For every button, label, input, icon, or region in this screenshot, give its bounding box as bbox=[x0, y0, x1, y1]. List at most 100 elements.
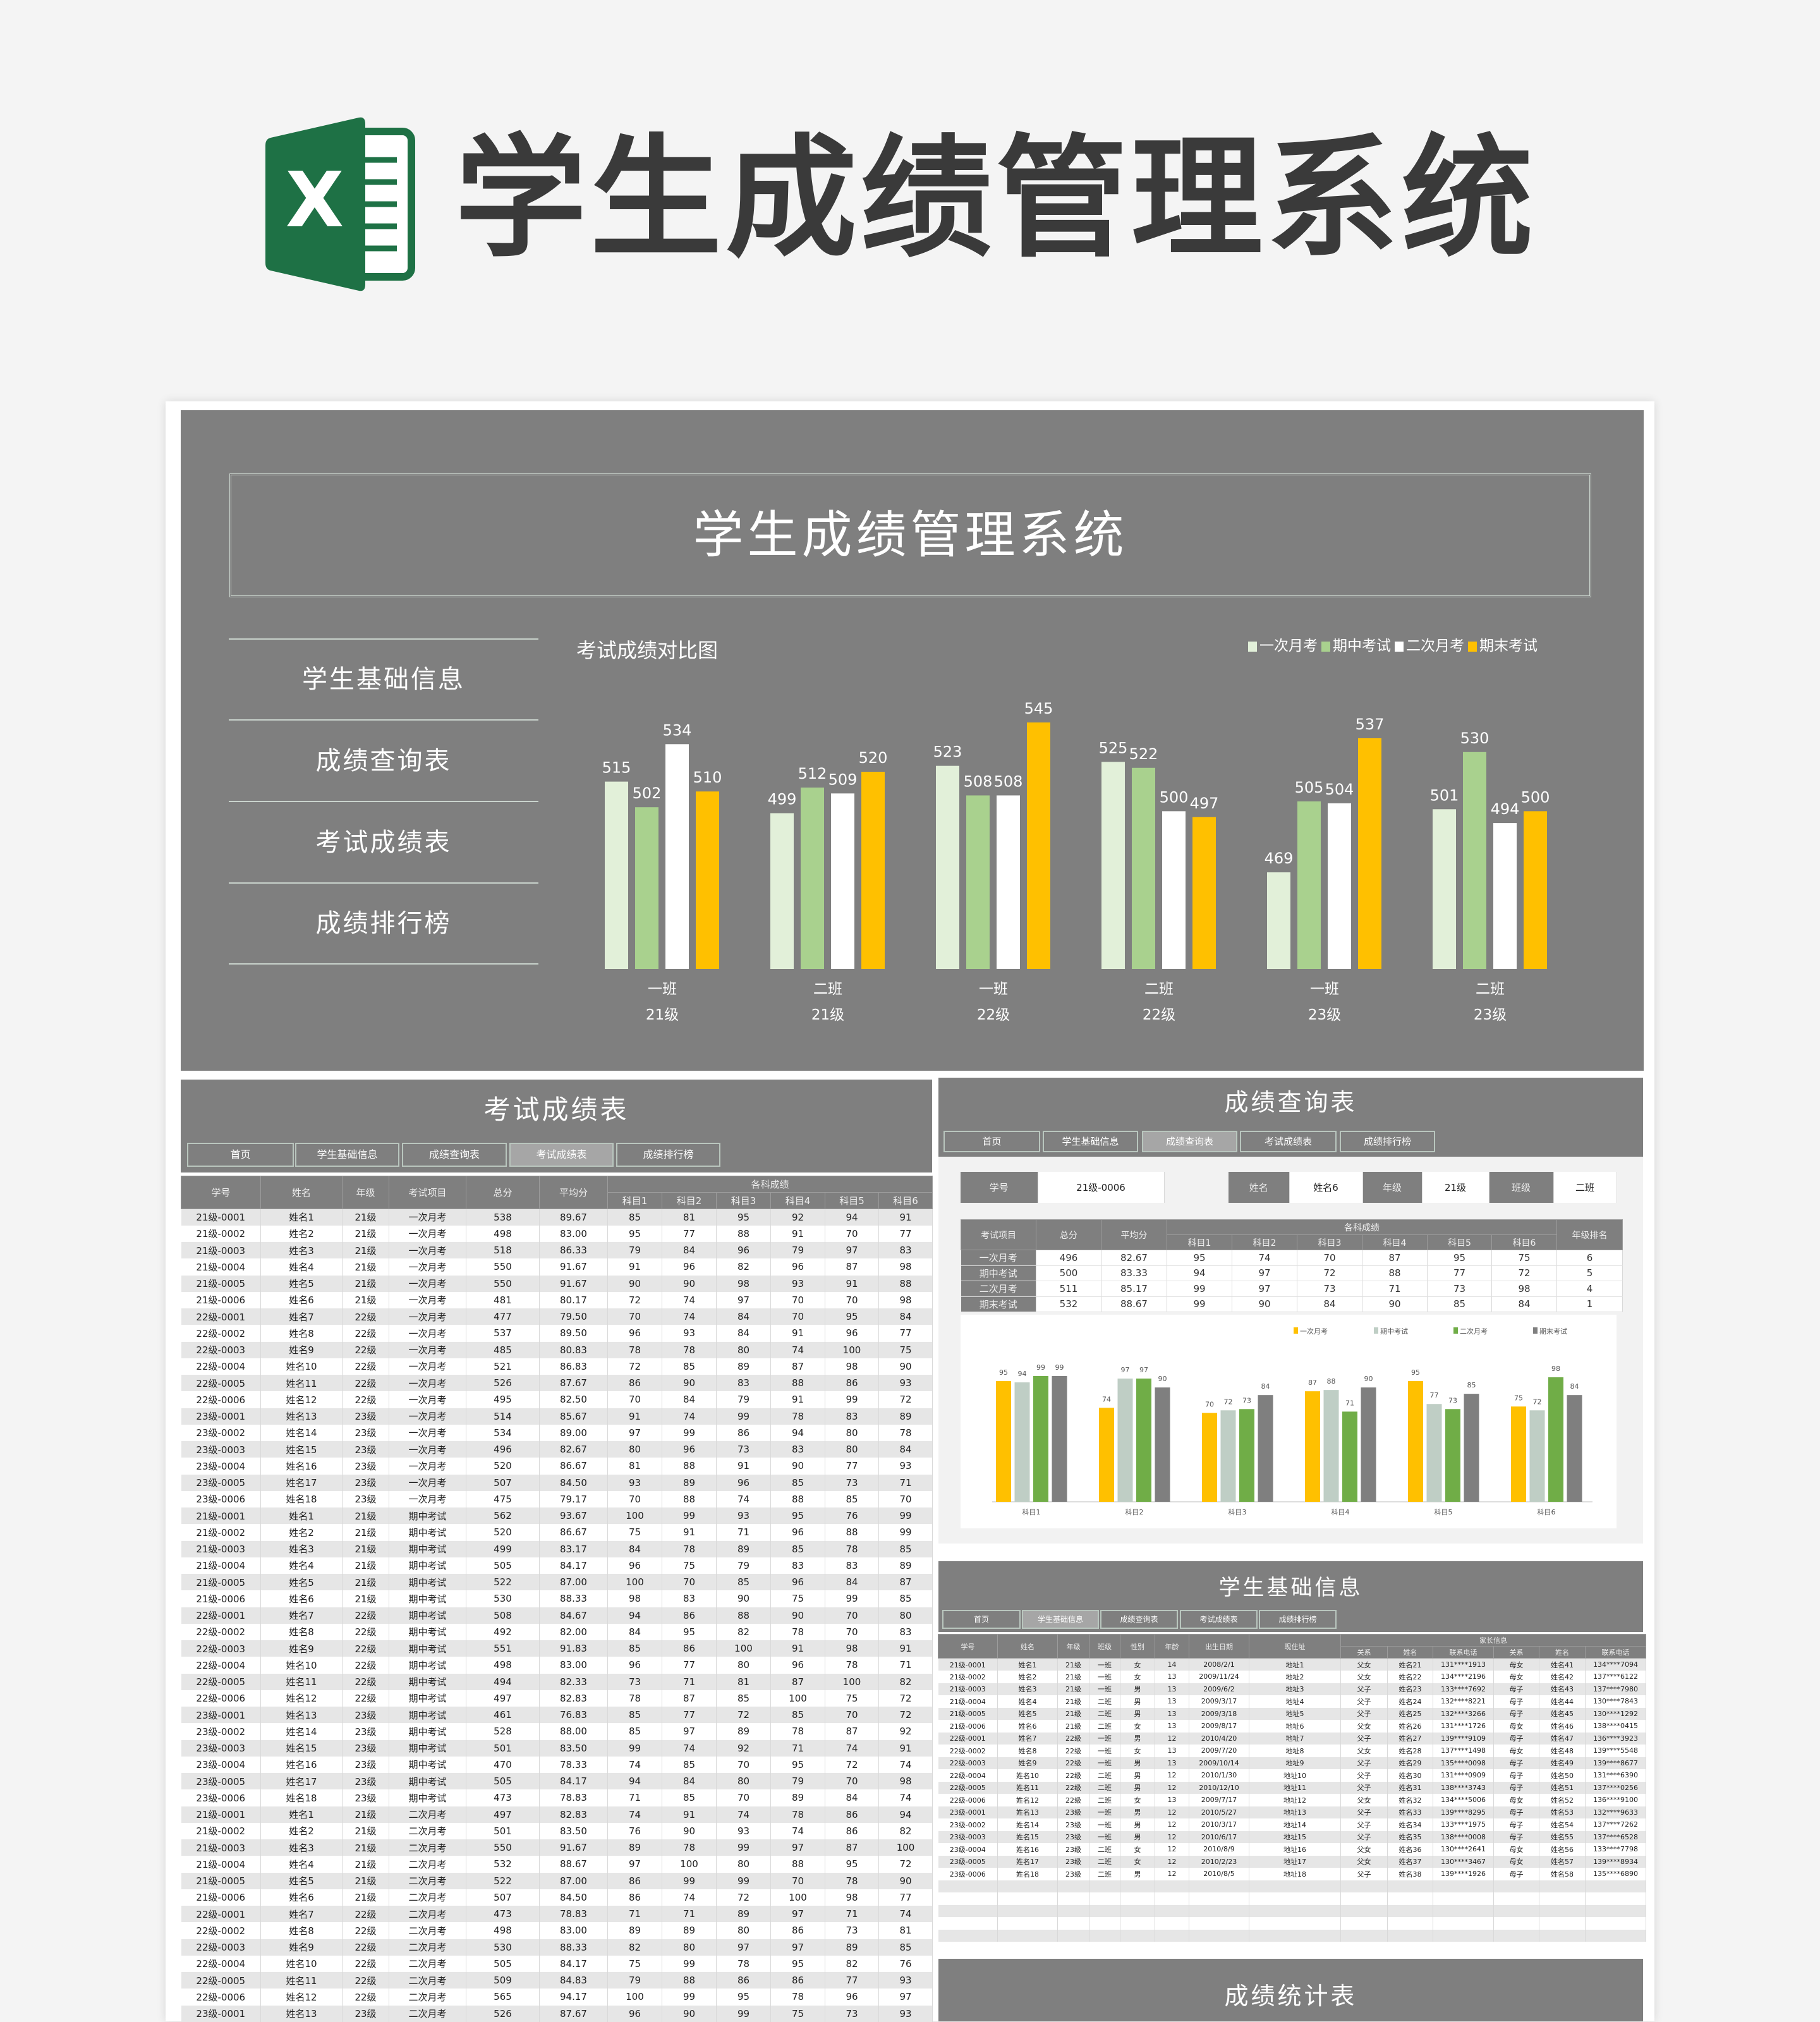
table-cell: 70 bbox=[878, 1490, 933, 1507]
nav-divider bbox=[229, 801, 538, 802]
nav-button-2[interactable]: 学生基础信息 bbox=[1022, 1610, 1099, 1629]
table-cell: 87 bbox=[662, 1690, 717, 1707]
table-cell: 姓名23 bbox=[1387, 1683, 1433, 1695]
nav-button-3[interactable]: 成绩查询表 bbox=[1142, 1131, 1237, 1152]
table-cell: 21级 bbox=[342, 1507, 389, 1525]
nav-button-4[interactable]: 考试成绩表 bbox=[1180, 1610, 1258, 1629]
table-cell: 85 bbox=[716, 1690, 771, 1707]
table-cell: 22级-0006 bbox=[181, 1391, 261, 1408]
data-label: 509 bbox=[828, 770, 858, 788]
table-cell: 72 bbox=[878, 1856, 933, 1873]
table-cell: 91 bbox=[825, 1275, 879, 1292]
empty-cell bbox=[997, 1904, 1058, 1917]
exam-table-title: 考试成绩表 bbox=[483, 1094, 629, 1125]
data-label: 522 bbox=[1129, 745, 1158, 763]
table-cell: 80 bbox=[825, 1424, 879, 1441]
table-cell: 母女 bbox=[1493, 1720, 1539, 1733]
table-cell: 21级-0002 bbox=[938, 1671, 998, 1683]
nav-button-3[interactable]: 成绩查询表 bbox=[1100, 1610, 1178, 1629]
table-cell: 72 bbox=[878, 1707, 933, 1724]
nav-button-5[interactable]: 成绩排行榜 bbox=[1259, 1610, 1337, 1629]
table-cell: 91 bbox=[770, 1325, 825, 1342]
table-row: 22级-0004 姓名10 22级 二班男 12 2010/1/30 地址10 父子 姓名30 1… bbox=[938, 1769, 1646, 1782]
table-cell: 姓名24 bbox=[1387, 1695, 1433, 1708]
table-cell: 姓名7 bbox=[997, 1732, 1058, 1745]
nav-button-1[interactable]: 首页 bbox=[942, 1610, 1021, 1629]
table-cell: 70 bbox=[825, 1291, 879, 1308]
empty-cell bbox=[938, 1880, 998, 1892]
bar-期末考试 bbox=[1464, 1394, 1479, 1502]
table-cell: 494 bbox=[466, 1673, 540, 1690]
table-cell: 496 bbox=[1036, 1250, 1101, 1266]
nav-student-info[interactable]: 学生基础信息 bbox=[302, 665, 465, 694]
table-row: 22级-0005 姓名11 22级 期中考试 494 82.33 73 71 81 87 100 82 bbox=[181, 1673, 933, 1690]
table-cell: 地址18 bbox=[1249, 1868, 1341, 1880]
table-cell: 76 bbox=[607, 1822, 662, 1839]
table-cell: 21级 bbox=[342, 1225, 389, 1242]
nav-button-2[interactable]: 学生基础信息 bbox=[1043, 1131, 1138, 1152]
table-cell: 75 bbox=[878, 1341, 933, 1358]
nav-score-query[interactable]: 成绩查询表 bbox=[315, 746, 452, 776]
table-cell: 93 bbox=[878, 1375, 933, 1392]
column-group-header: 各科成绩 bbox=[607, 1176, 933, 1193]
table-cell: 499 bbox=[466, 1540, 540, 1557]
column-header: 平均分 bbox=[1101, 1219, 1167, 1250]
table-cell: 89 bbox=[716, 1358, 771, 1375]
table-cell: 地址10 bbox=[1249, 1769, 1341, 1782]
table-row: 22级-0004 姓名10 22级 一次月考 521 86.83 72 85 89 87 98 90 bbox=[181, 1358, 933, 1375]
table-row: 期末考试 532 88.67 99 90 84 90 85 84 1 bbox=[961, 1296, 1623, 1312]
nav-button-4[interactable]: 考试成绩表 bbox=[1240, 1131, 1337, 1152]
table-cell: 99 bbox=[662, 1507, 717, 1525]
table-cell: 79.50 bbox=[539, 1308, 608, 1325]
table-cell: 21级 bbox=[1057, 1720, 1089, 1733]
nav-button-5[interactable]: 成绩排行榜 bbox=[1340, 1131, 1435, 1152]
nav-button-3[interactable]: 成绩查询表 bbox=[402, 1143, 507, 1167]
table-cell: 姓名11 bbox=[997, 1781, 1058, 1794]
table-row: 二次月考 511 85.17 99 97 73 71 73 98 4 bbox=[961, 1281, 1623, 1297]
table-cell: 85 bbox=[878, 1590, 933, 1607]
table-row: 21级-0006 姓名6 21级 一次月考 481 80.17 72 74 97 70 70 98 bbox=[181, 1291, 933, 1308]
nav-button-4[interactable]: 考试成绩表 bbox=[509, 1143, 614, 1167]
table-cell: 85 bbox=[878, 1939, 933, 1956]
table-cell: 22级 bbox=[342, 1906, 389, 1923]
table-cell: 12 bbox=[1155, 1781, 1189, 1794]
table-cell: 139****8295 bbox=[1433, 1806, 1494, 1818]
page-title: 学生成绩管理系统 bbox=[455, 123, 1537, 276]
table-cell: 姓名5 bbox=[260, 1574, 343, 1591]
column-header: 平均分 bbox=[539, 1176, 608, 1209]
row-label: 期末考试 bbox=[961, 1296, 1036, 1312]
table-cell: 一次月考 bbox=[389, 1258, 466, 1276]
table-cell: 姓名47 bbox=[1539, 1732, 1586, 1745]
nav-button-1[interactable]: 首页 bbox=[187, 1143, 294, 1167]
nav-button-2[interactable]: 学生基础信息 bbox=[295, 1143, 399, 1167]
nav-button-5[interactable]: 成绩排行榜 bbox=[616, 1143, 720, 1167]
empty-cell bbox=[1155, 1904, 1189, 1917]
table-cell: 82 bbox=[607, 1939, 662, 1956]
table-cell: 86 bbox=[770, 1922, 825, 1939]
table-cell: 一次月考 bbox=[389, 1225, 466, 1242]
student-info-table: 学号 姓名 年级 班级 性别 年龄 出生日期 现住址 家长信息 关系 姓名 联系电话 关系 姓名 联系电话 … bbox=[938, 1634, 1646, 1942]
table-cell: 95 bbox=[825, 1308, 879, 1325]
nav-ranking[interactable]: 成绩排行榜 bbox=[315, 909, 452, 938]
table-cell: 77 bbox=[662, 1225, 717, 1242]
table-cell: 姓名57 bbox=[1539, 1855, 1586, 1868]
table-cell: 姓名13 bbox=[997, 1806, 1058, 1818]
column-header: 科目2 bbox=[662, 1192, 717, 1209]
nav-exam-scores[interactable]: 考试成绩表 bbox=[315, 828, 452, 857]
table-cell: 94.17 bbox=[539, 1989, 608, 2006]
table-cell: 22级-0006 bbox=[181, 1989, 261, 2006]
row-label: 二次月考 bbox=[961, 1281, 1036, 1297]
table-cell: 2009/3/18 bbox=[1189, 1707, 1249, 1720]
table-cell: 母子 bbox=[1493, 1769, 1539, 1782]
table-cell: 二班 bbox=[1089, 1843, 1120, 1856]
table-cell: 77 bbox=[1427, 1265, 1492, 1281]
empty-cell bbox=[1433, 1929, 1494, 1942]
data-label: 84 bbox=[1261, 1382, 1270, 1391]
x-tick-label-class: 一班 bbox=[979, 981, 1008, 997]
data-label: 73 bbox=[1242, 1396, 1251, 1404]
table-row: 21级-0003 姓名3 21级 一次月考 518 86.33 79 84 96 79 97 83 bbox=[181, 1242, 933, 1259]
nav-button-1[interactable]: 首页 bbox=[943, 1131, 1040, 1152]
table-cell: 95 bbox=[662, 1623, 717, 1640]
table-cell: 姓名22 bbox=[1387, 1671, 1433, 1683]
